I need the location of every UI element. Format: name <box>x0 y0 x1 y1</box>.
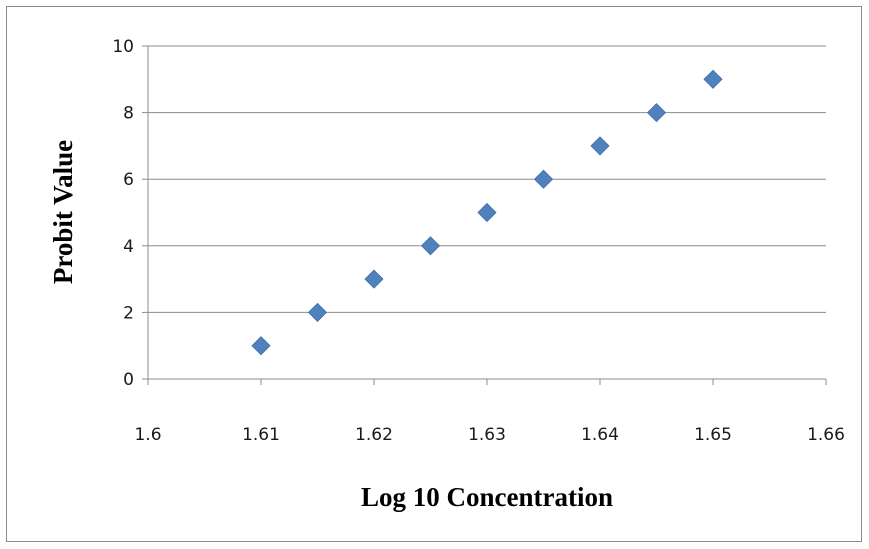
data-point <box>307 302 328 322</box>
data-point <box>477 202 497 223</box>
x-tick-label: 1.6 <box>134 425 161 445</box>
data-point <box>646 103 667 123</box>
data-point <box>364 269 384 289</box>
y-tick-label: 8 <box>123 104 134 124</box>
y-tick-label: 10 <box>112 37 134 57</box>
data-points <box>251 69 723 356</box>
y-axis-title: Probit Value <box>48 140 78 284</box>
x-tick-label: 1.66 <box>807 425 845 445</box>
y-tick-label: 0 <box>123 370 134 390</box>
x-tick-label: 1.64 <box>581 425 619 445</box>
axes <box>142 45 827 385</box>
x-tick-label: 1.63 <box>468 425 506 445</box>
y-tick-label: 2 <box>123 303 134 323</box>
x-tick-labels: 1.6 1.61 1.62 1.63 1.64 1.65 1.66 <box>134 425 844 445</box>
y-tick-labels: 0 2 4 6 8 10 <box>112 37 134 390</box>
chart-frame <box>6 6 862 542</box>
x-tick-label: 1.62 <box>355 425 393 445</box>
x-tick-label: 1.61 <box>242 425 280 445</box>
y-tick-label: 4 <box>123 237 134 257</box>
x-axis-title: Log 10 Concentration <box>361 482 613 512</box>
data-point <box>590 136 610 156</box>
data-point <box>533 169 554 189</box>
y-tick-label: 6 <box>123 170 134 190</box>
gridlines <box>148 45 826 313</box>
x-tick-label: 1.65 <box>694 425 732 445</box>
data-point <box>420 236 441 256</box>
data-point <box>251 336 271 356</box>
data-point <box>703 69 723 89</box>
